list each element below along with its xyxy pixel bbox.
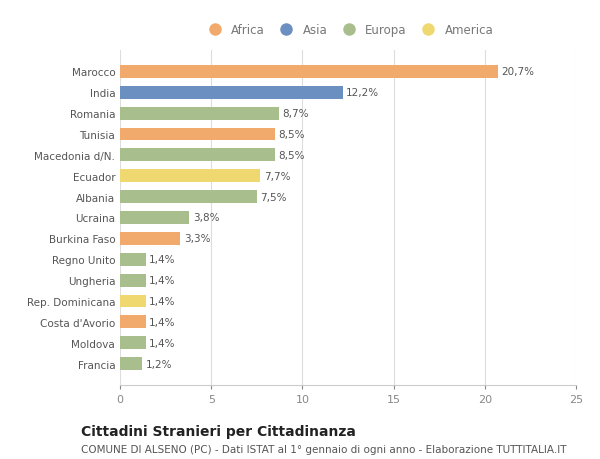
Text: 1,4%: 1,4% (149, 297, 176, 306)
Bar (120, 107, 278, 120)
Bar (120, 191, 257, 204)
Bar (120, 170, 260, 183)
Text: 3,3%: 3,3% (184, 234, 211, 244)
Text: 8,7%: 8,7% (283, 109, 309, 119)
Text: 7,7%: 7,7% (264, 171, 290, 181)
Text: 1,4%: 1,4% (149, 317, 176, 327)
Bar (120, 232, 180, 245)
Bar (120, 212, 190, 224)
Text: 7,5%: 7,5% (260, 192, 287, 202)
Text: 1,2%: 1,2% (146, 359, 172, 369)
Bar (120, 316, 146, 329)
Text: 1,4%: 1,4% (149, 338, 176, 348)
Text: COMUNE DI ALSENO (PC) - Dati ISTAT al 1° gennaio di ogni anno - Elaborazione TUT: COMUNE DI ALSENO (PC) - Dati ISTAT al 1°… (81, 444, 566, 454)
Text: 1,4%: 1,4% (149, 255, 176, 265)
Bar (120, 128, 275, 141)
Text: 8,5%: 8,5% (278, 130, 305, 140)
Bar (120, 253, 146, 266)
Bar (120, 66, 497, 78)
Bar (120, 295, 146, 308)
Bar (120, 87, 343, 100)
Bar (120, 274, 146, 287)
Text: 1,4%: 1,4% (149, 275, 176, 285)
Text: 20,7%: 20,7% (501, 67, 534, 77)
Text: Cittadini Stranieri per Cittadinanza: Cittadini Stranieri per Cittadinanza (81, 425, 356, 438)
Text: 12,2%: 12,2% (346, 88, 379, 98)
Bar (120, 149, 275, 162)
Bar (120, 336, 146, 349)
Bar (120, 358, 142, 370)
Text: 3,8%: 3,8% (193, 213, 220, 223)
Text: 8,5%: 8,5% (278, 151, 305, 161)
Legend: Africa, Asia, Europa, America: Africa, Asia, Europa, America (198, 20, 498, 42)
